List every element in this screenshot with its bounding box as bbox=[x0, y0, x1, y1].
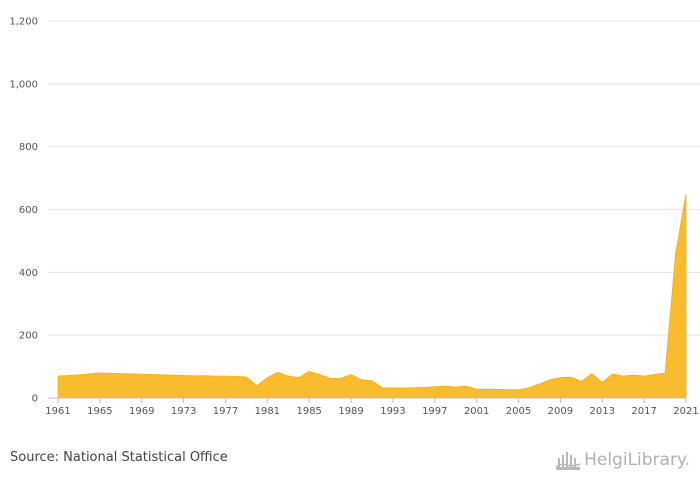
helgi-library-logo: HelgiLibrary. bbox=[555, 446, 690, 474]
y-tick-label: 200 bbox=[19, 331, 38, 342]
y-tick-label: 1,200 bbox=[9, 17, 38, 28]
x-tick-label: 1985 bbox=[296, 406, 321, 417]
x-tick-label: 1969 bbox=[129, 406, 154, 417]
x-tick-label: 1997 bbox=[422, 406, 447, 417]
x-tick-label: 1973 bbox=[171, 406, 196, 417]
x-tick-label: 2009 bbox=[548, 406, 573, 417]
x-tick-label: 1981 bbox=[255, 406, 280, 417]
x-tick-label: 2005 bbox=[506, 406, 531, 417]
x-tick-label: 2001 bbox=[464, 406, 489, 417]
y-tick-label: 800 bbox=[19, 142, 38, 153]
area-series-fill bbox=[57, 193, 687, 399]
x-tick-label: 1977 bbox=[213, 406, 238, 417]
x-tick-label: 2013 bbox=[590, 406, 615, 417]
y-tick-label: 0 bbox=[32, 394, 38, 405]
x-axis: 1961 1965 1969 1973 1977 1981 1985 1989 1993 1997… bbox=[45, 397, 699, 417]
area-series bbox=[57, 193, 687, 399]
y-axis: 0 200 400 600 800 1,000 1,200 bbox=[9, 17, 38, 405]
chart-footer: Source: National Statistical Office Helg… bbox=[0, 440, 700, 483]
source-note: Source: National Statistical Office bbox=[10, 450, 228, 465]
x-tick-label: 1965 bbox=[87, 406, 112, 417]
y-tick-label: 1,000 bbox=[9, 79, 38, 90]
logo-text: HelgiLibrary. bbox=[584, 450, 690, 470]
gridlines bbox=[48, 20, 700, 336]
y-tick-label: 600 bbox=[19, 205, 38, 216]
y-tick-label: 400 bbox=[19, 268, 38, 279]
x-tick-label: 1993 bbox=[380, 406, 405, 417]
x-tick-label: 1961 bbox=[45, 406, 70, 417]
x-tick-label: 2021 bbox=[673, 406, 698, 417]
x-tick-label: 2017 bbox=[631, 406, 656, 417]
area-chart: 0 200 400 600 800 1,000 1,200 1961 1965 1969 1973… bbox=[9, 17, 700, 417]
x-tick-label: 1989 bbox=[338, 406, 363, 417]
library-building-icon bbox=[555, 452, 581, 470]
